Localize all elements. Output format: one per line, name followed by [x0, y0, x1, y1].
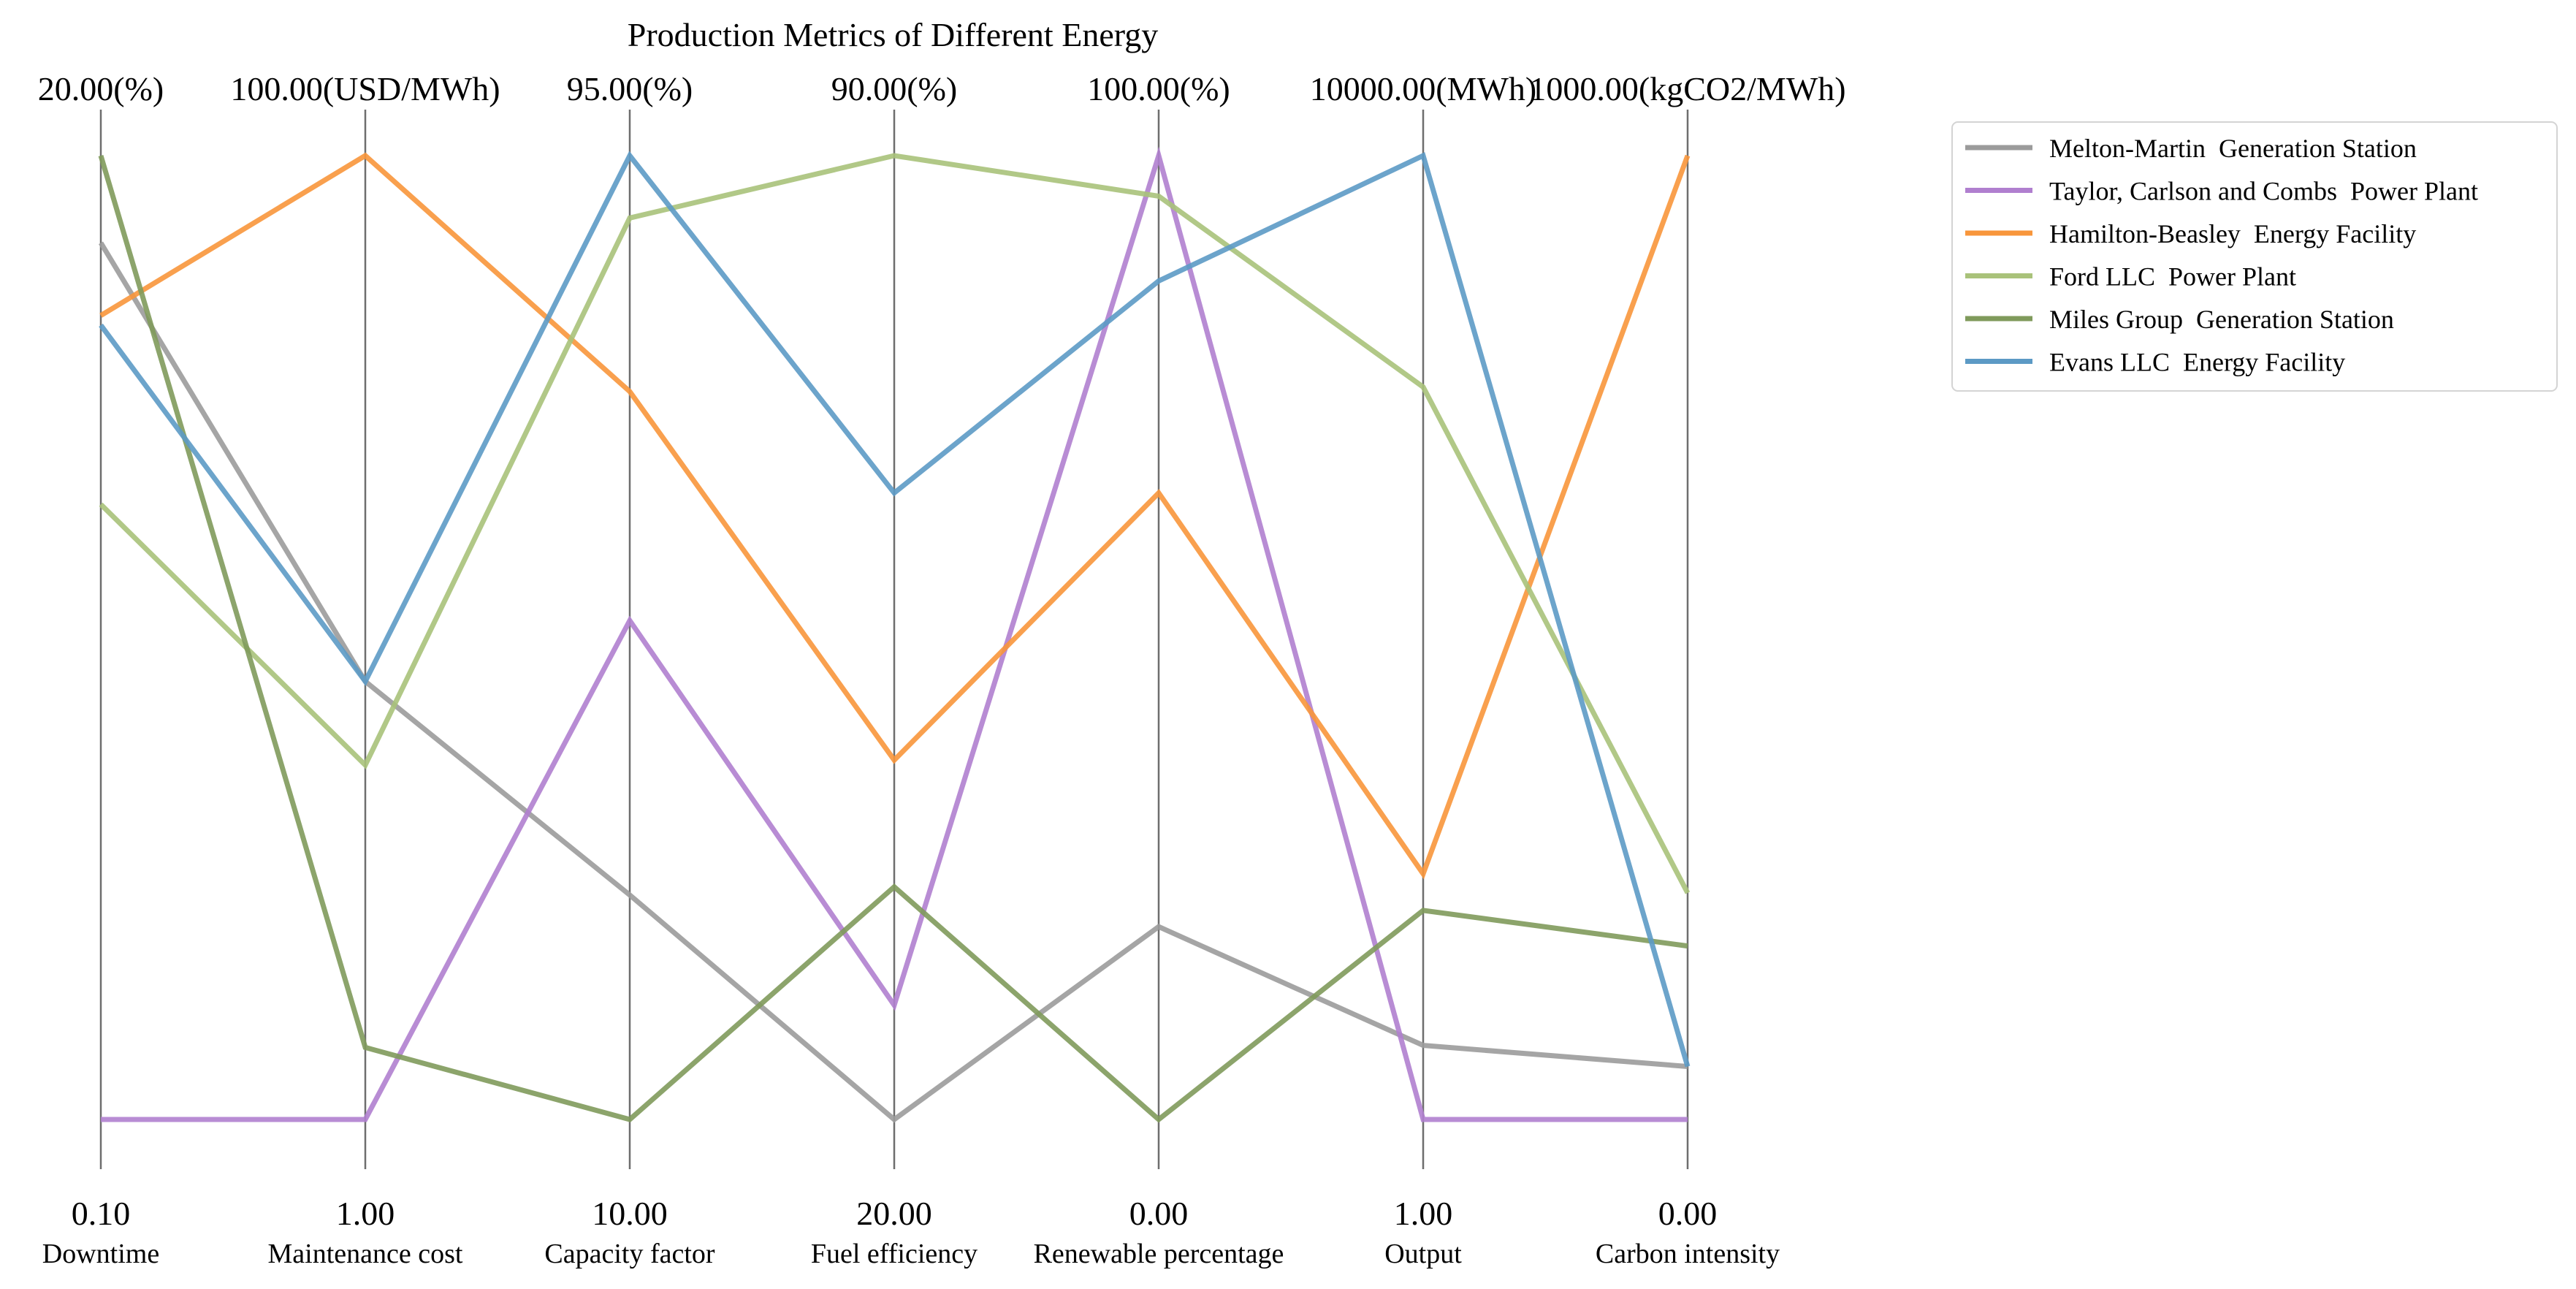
legend-label-miles-group-generation-station: Miles Group Generation Station [2049, 305, 2394, 334]
legend-label-evans-llc-energy-facility: Evans LLC Energy Facility [2049, 348, 2345, 377]
axis-max-label-renewable-percentage: 100.00(%) [1087, 70, 1230, 107]
axis-min-label-output: 1.00 [1394, 1195, 1453, 1232]
axes-layer: 20.00(%) 0.10 Downtime 100.00(USD/MWh) 1.00 M… [38, 70, 1846, 1269]
axis-max-label-output: 10000.00(MWh) [1310, 70, 1536, 107]
axis-min-label-fuel-efficiency: 20.00 [856, 1195, 932, 1232]
axis-name-capacity-factor: Capacity factor [544, 1239, 715, 1269]
series-line-ford-llc-power-plant [99, 153, 1691, 894]
axis-max-label-carbon-intensity: 1000.00(kgCO2/MWh) [1529, 70, 1845, 107]
axis-name-fuel-efficiency: Fuel efficiency [811, 1239, 978, 1269]
axis-max-label-maintenance-cost: 100.00(USD/MWh) [230, 70, 500, 107]
legend-label-ford-llc-power-plant: Ford LLC Power Plant [2049, 262, 2296, 292]
legend-label-taylor-carlson-and-combs-power-plant: Taylor, Carlson and Combs Power Plant [2049, 177, 2478, 206]
series-line-evans-llc-energy-facility [99, 151, 1691, 1068]
series-lines-layer [98, 146, 1691, 1123]
axis-name-maintenance-cost: Maintenance cost [268, 1239, 463, 1269]
axis-max-label-downtime: 20.00(%) [38, 70, 164, 107]
legend-label-melton-martin-generation-station: Melton-Martin Generation Station [2049, 134, 2417, 163]
axis-max-label-capacity-factor: 95.00(%) [567, 70, 693, 107]
axis-min-label-capacity-factor: 10.00 [592, 1195, 668, 1232]
legend-frame [1951, 121, 2558, 392]
series-line-hamilton-beasley-energy-facility [99, 152, 1691, 880]
axis-name-downtime: Downtime [42, 1239, 159, 1269]
legend-label-hamilton-beasley-energy-facility: Hamilton-Beasley Energy Facility [2049, 219, 2416, 248]
axis-min-label-downtime: 0.10 [72, 1195, 131, 1232]
axis-max-label-fuel-efficiency: 90.00(%) [831, 70, 957, 107]
axis-min-label-carbon-intensity: 0.00 [1658, 1195, 1718, 1232]
axis-min-label-maintenance-cost: 1.00 [336, 1195, 395, 1232]
legend: Melton-Martin Generation Station Taylor, … [1951, 121, 2558, 392]
series-line-miles-group-generation-station [98, 155, 1688, 1123]
series-line-taylor-carlson-and-combs-power-plant [101, 146, 1688, 1122]
axis-name-output: Output [1384, 1239, 1462, 1269]
axis-name-carbon-intensity: Carbon intensity [1596, 1239, 1780, 1269]
axis-min-label-renewable-percentage: 0.00 [1129, 1195, 1189, 1232]
axis-name-renewable-percentage: Renewable percentage [1034, 1239, 1284, 1269]
chart-title: Production Metrics of Different Energy [628, 16, 1158, 53]
